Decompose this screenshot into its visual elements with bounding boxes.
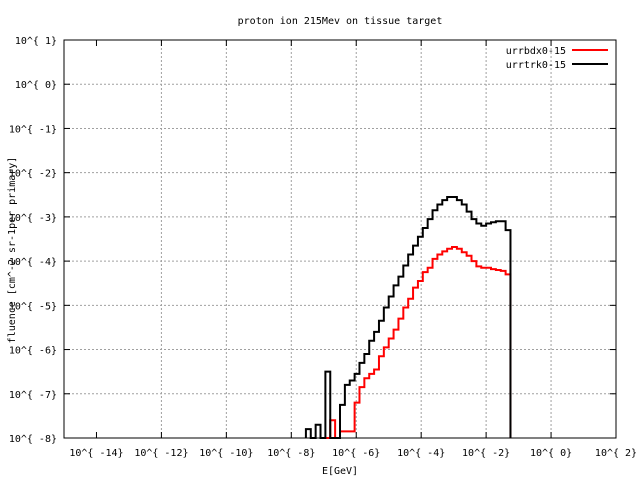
x-tick-label: 10^{ -4} — [397, 448, 445, 459]
x-tick-label: 10^{ -12} — [134, 448, 188, 459]
grid — [64, 40, 616, 438]
series-line-urrbdx0-15 — [325, 245, 512, 439]
y-axis-label: fluence [cm^-2 sr-1per primary] — [7, 157, 18, 344]
y-tick-label: 10^{ -2} — [9, 169, 57, 180]
y-tick-label: 10^{ -7} — [9, 390, 57, 401]
axis-ticks: 10^{ -14} 10^{ -12} 10^{ -10} 10^{ -8} 10^{ … — [9, 36, 637, 459]
x-tick-label: 10^{ 2} — [595, 448, 637, 459]
x-tick-label: 10^{ -6} — [332, 448, 380, 459]
x-tick-label: 10^{ -10} — [199, 448, 253, 459]
y-tick-label: 10^{ -8} — [9, 434, 57, 445]
plot-frame — [63, 39, 617, 439]
legend-label: urrtrk0-15 — [506, 60, 566, 71]
legend: urrbdx0-15 urrtrk0-15 — [506, 46, 608, 71]
y-tick-label: 10^{ -1} — [9, 124, 57, 135]
y-tick-label: 10^{ 1} — [15, 36, 57, 47]
chart-title: proton ion 215Mev on tissue target — [238, 16, 443, 27]
x-tick-label: 10^{ -8} — [267, 448, 315, 459]
y-tick-label: 10^{ -4} — [9, 257, 57, 268]
series-line-urrtrk0-15 — [304, 195, 512, 439]
y-tick-label: 10^{ 0} — [15, 80, 57, 91]
y-tick-label: 10^{ -5} — [9, 301, 57, 312]
y-tick-label: 10^{ -6} — [9, 346, 57, 357]
series-lines — [304, 195, 512, 439]
x-tick-label: 10^{ -2} — [462, 448, 510, 459]
legend-label: urrbdx0-15 — [506, 46, 566, 57]
x-tick-label: 10^{ -14} — [69, 448, 123, 459]
y-tick-label: 10^{ -3} — [9, 213, 57, 224]
x-tick-label: 10^{ 0} — [530, 448, 572, 459]
x-axis-label: E[GeV] — [322, 466, 358, 477]
